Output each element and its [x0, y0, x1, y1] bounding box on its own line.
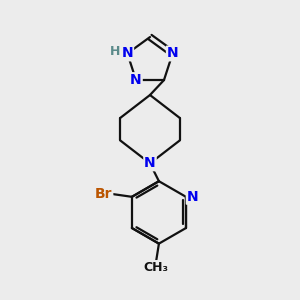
Text: N: N: [167, 46, 178, 61]
Text: N: N: [122, 46, 133, 61]
Text: H: H: [110, 45, 120, 58]
Text: N: N: [144, 156, 156, 170]
Text: Br: Br: [95, 187, 112, 201]
Text: N: N: [130, 73, 142, 87]
Text: CH₃: CH₃: [143, 261, 168, 274]
Text: N: N: [187, 190, 198, 204]
